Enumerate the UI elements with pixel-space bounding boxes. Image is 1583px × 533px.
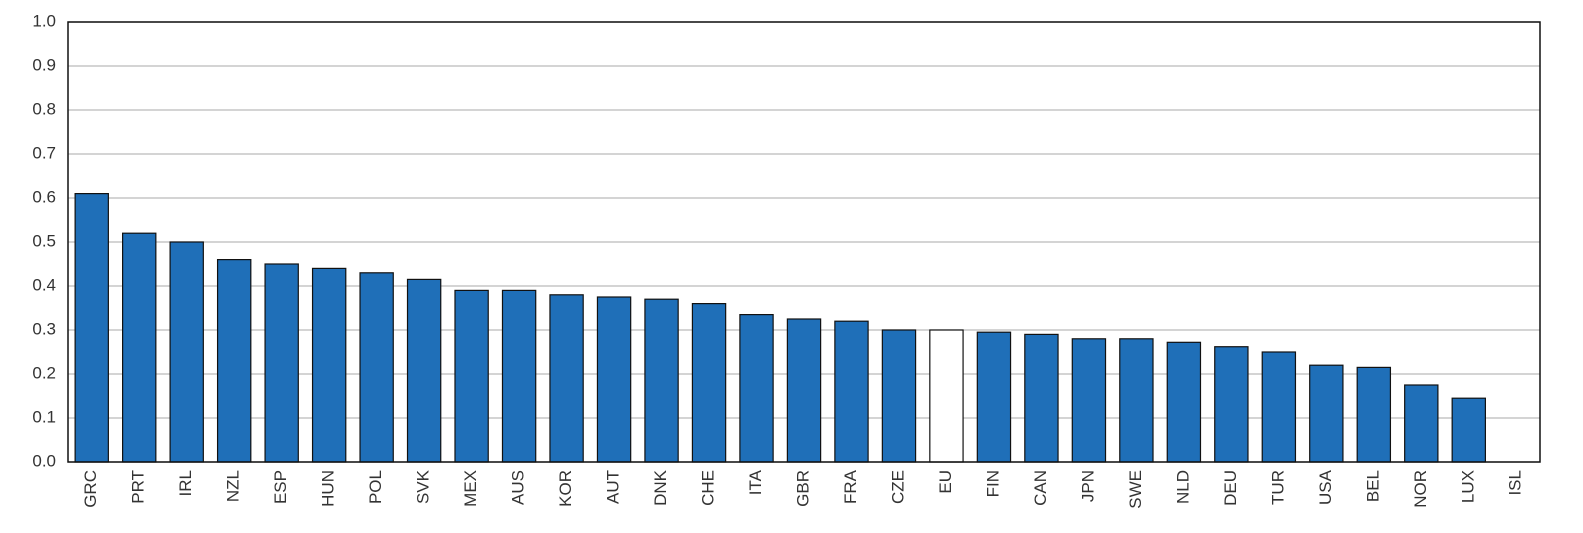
- bar: [1451, 397, 1486, 463]
- bar: [1071, 338, 1107, 463]
- bar: [881, 329, 917, 463]
- x-tick-label: ESP: [271, 470, 290, 504]
- y-tick-label: 0.4: [32, 275, 56, 294]
- x-tick-label: GBR: [793, 470, 812, 507]
- y-tick-label: 0.6: [32, 187, 56, 206]
- bar: [976, 331, 1012, 463]
- bar: [1166, 341, 1202, 463]
- x-tick-label: LUX: [1458, 470, 1477, 503]
- bar: [311, 267, 347, 463]
- bar: [501, 289, 537, 463]
- x-tick-label: IRL: [176, 470, 195, 496]
- bar: [739, 314, 774, 463]
- x-tick-label: CHE: [699, 470, 718, 506]
- y-tick-label: 0.0: [32, 451, 56, 470]
- bar: [1404, 384, 1439, 463]
- x-tick-label: PRT: [129, 470, 148, 504]
- x-tick-label: HUN: [319, 470, 338, 507]
- x-tick-label: TUR: [1268, 470, 1287, 505]
- x-tick-label: DEU: [1221, 470, 1240, 506]
- x-tick-label: MEX: [461, 470, 480, 507]
- bar: [406, 278, 442, 463]
- x-tick-label: JPN: [1078, 470, 1097, 502]
- x-tick-label: CZE: [888, 470, 907, 504]
- bar: [834, 320, 869, 463]
- plot-frame: [67, 21, 1541, 463]
- x-tick-label: GRC: [81, 470, 100, 508]
- bar: [169, 241, 204, 463]
- y-tick-label: 1.0: [32, 11, 56, 30]
- bar: [1309, 364, 1344, 463]
- bar: [549, 294, 584, 463]
- x-tick-label: ISL: [1506, 470, 1525, 496]
- bar: [74, 193, 109, 463]
- x-tick-label: BEL: [1363, 470, 1382, 502]
- bar: [122, 232, 157, 463]
- x-tick-label: FIN: [983, 470, 1002, 497]
- bar: [1261, 351, 1297, 463]
- bar: [786, 318, 822, 463]
- x-tick-label: USA: [1316, 469, 1335, 505]
- x-tick-label: SVK: [414, 469, 433, 504]
- y-tick-label: 0.9: [32, 55, 56, 74]
- bar: [216, 259, 252, 463]
- y-tick-label: 0.2: [32, 363, 56, 382]
- bar: [1214, 346, 1249, 463]
- y-tick-label: 0.7: [32, 143, 56, 162]
- x-tick-label: ITA: [746, 469, 765, 495]
- x-tick-label: FRA: [841, 469, 860, 504]
- bar: [929, 329, 964, 463]
- y-tick-label: 0.3: [32, 319, 56, 338]
- x-tick-label: DNK: [651, 469, 670, 506]
- x-tick-label: EU: [936, 470, 955, 494]
- y-tick-label: 0.8: [32, 99, 56, 118]
- y-tick-label: 0.5: [32, 231, 56, 250]
- bar: [1119, 338, 1154, 463]
- x-tick-label: NZL: [224, 470, 243, 502]
- bar: [454, 289, 489, 463]
- x-tick-label: NOR: [1411, 470, 1430, 508]
- bar: [691, 303, 727, 463]
- x-tick-label: AUT: [604, 470, 623, 504]
- x-tick-label: NLD: [1173, 470, 1192, 504]
- x-tick-label: POL: [366, 470, 385, 504]
- bar: [1356, 366, 1392, 463]
- bar: [596, 296, 632, 463]
- bar: [264, 263, 299, 463]
- x-tick-label: SWE: [1126, 470, 1145, 509]
- bar: [1024, 333, 1059, 463]
- x-tick-label: AUS: [509, 470, 528, 505]
- x-tick-label: KOR: [556, 470, 575, 507]
- x-tick-label: CAN: [1031, 470, 1050, 506]
- y-tick-label: 0.1: [32, 407, 56, 426]
- bar: [644, 298, 679, 463]
- bar: [359, 272, 394, 463]
